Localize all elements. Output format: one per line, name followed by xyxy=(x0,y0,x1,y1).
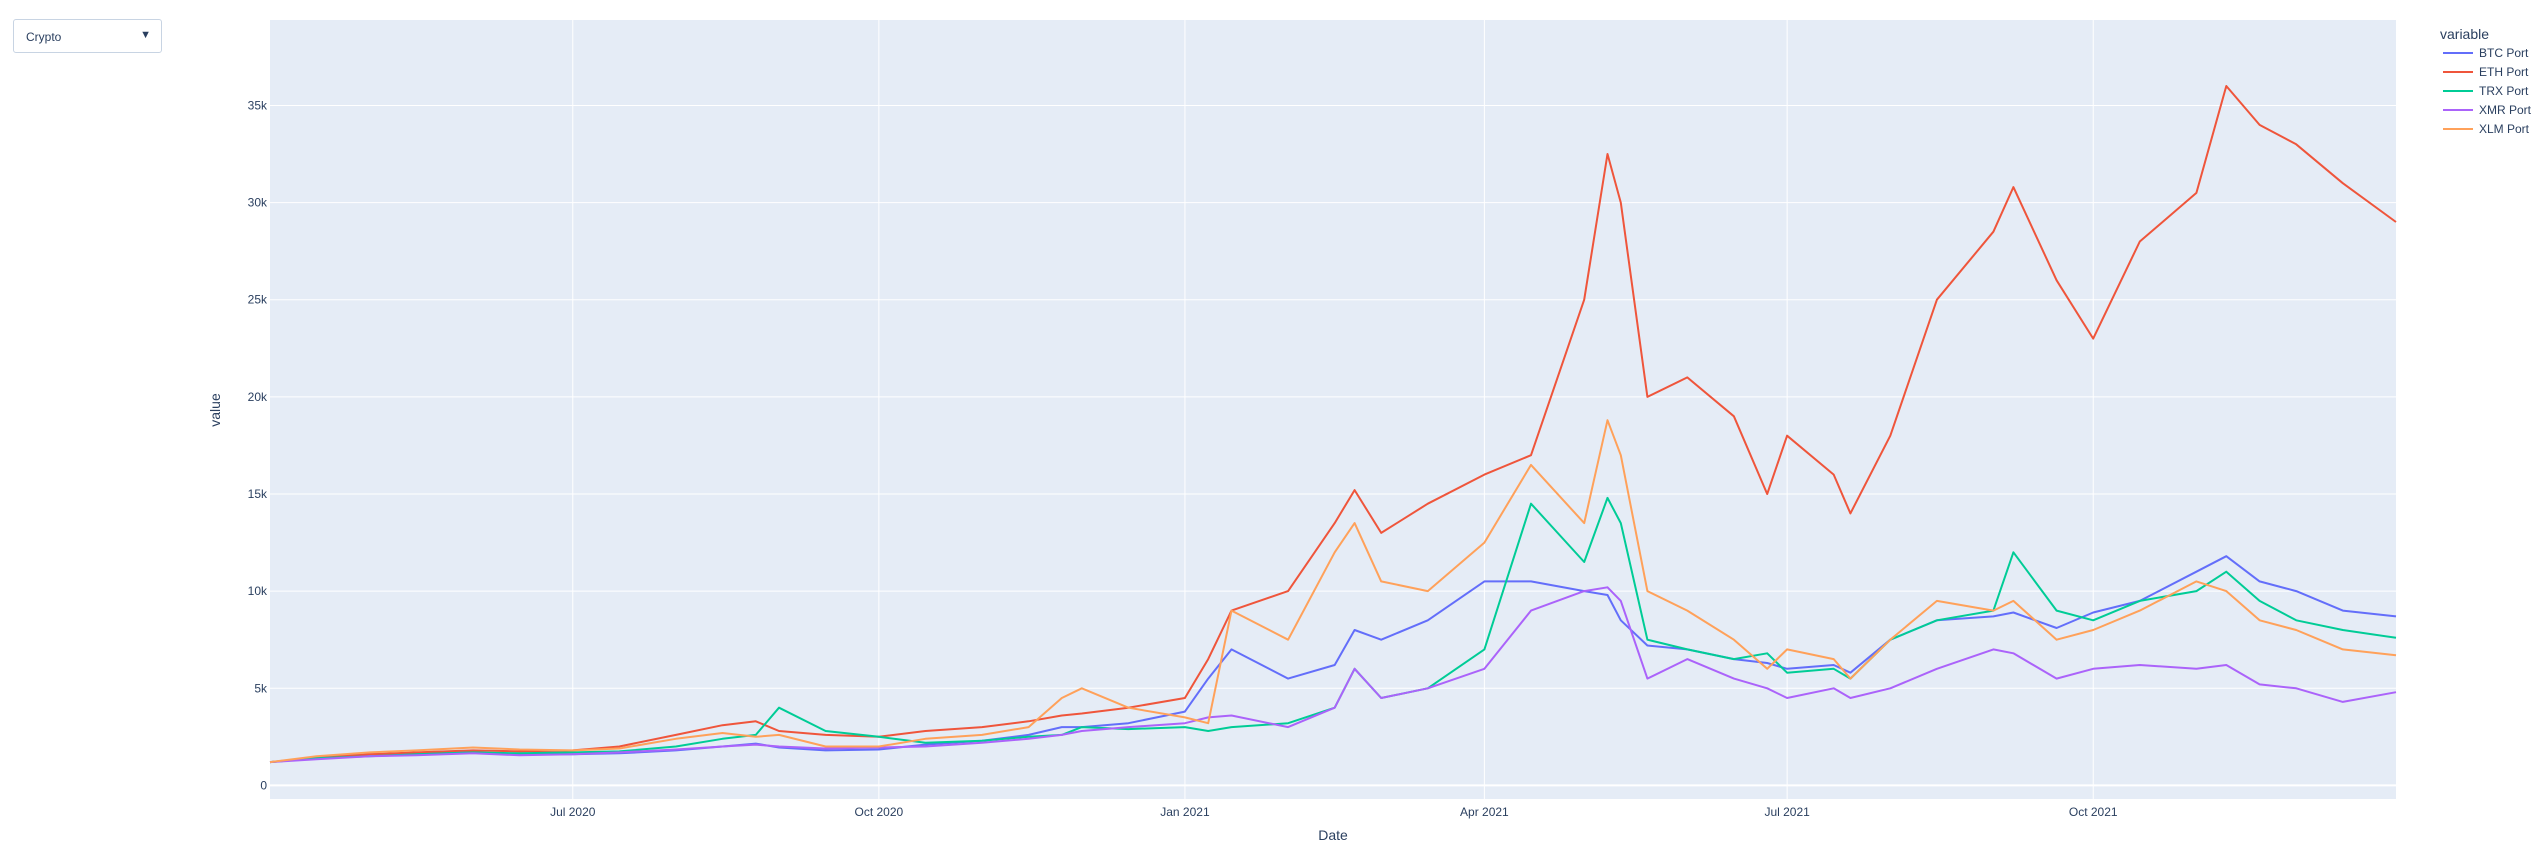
x-tick-label: Jul 2021 xyxy=(1764,805,1810,819)
y-tick-label: 5k xyxy=(254,681,268,695)
y-axis-ticks: 0 5k 10k 15k 20k 25k 30k 35k xyxy=(248,98,268,792)
legend-label: XMR Port xyxy=(2479,103,2532,117)
x-tick-label: Oct 2020 xyxy=(855,805,904,819)
legend-item[interactable]: ETH Port xyxy=(2443,65,2529,79)
legend-label: BTC Port xyxy=(2479,46,2529,60)
x-tick-label: Jul 2020 xyxy=(550,805,596,819)
y-tick-label: 30k xyxy=(248,196,268,210)
legend-label: TRX Port xyxy=(2479,84,2529,98)
x-axis-title: Date xyxy=(1318,827,1348,843)
legend-item[interactable]: BTC Port xyxy=(2443,46,2529,60)
x-tick-label: Oct 2021 xyxy=(2069,805,2118,819)
series-line-xlm-port xyxy=(269,419,2397,764)
series-line-xmr-port xyxy=(269,586,2397,764)
y-tick-label: 25k xyxy=(248,293,268,307)
x-axis-ticks: Jul 2020 Oct 2020 Jan 2021 Apr 2021 Jul 2021… xyxy=(550,805,2118,819)
y-tick-label: 20k xyxy=(248,390,268,404)
y-tick-label: 35k xyxy=(248,98,268,112)
plot-area xyxy=(270,20,2396,799)
y-tick-label: 15k xyxy=(248,487,268,501)
legend-item[interactable]: XLM Port xyxy=(2443,122,2530,136)
y-axis-title: value xyxy=(207,393,223,427)
legend-item[interactable]: XMR Port xyxy=(2443,103,2532,117)
chevron-down-icon: ▼ xyxy=(140,29,151,41)
series-lines xyxy=(269,85,2397,764)
gridlines xyxy=(270,20,2396,799)
y-tick-label: 10k xyxy=(248,584,268,598)
legend-title: variable xyxy=(2440,26,2489,42)
dataset-dropdown[interactable]: Crypto ▼ xyxy=(13,19,162,53)
legend-label: XLM Port xyxy=(2479,122,2530,136)
x-tick-label: Jan 2021 xyxy=(1160,805,1210,819)
legend: BTC Port ETH Port TRX Port XMR Port XLM Port xyxy=(2443,46,2532,136)
legend-label: ETH Port xyxy=(2479,65,2529,79)
series-line-eth-port xyxy=(269,85,2397,764)
y-tick-label: 0 xyxy=(260,778,267,792)
legend-item[interactable]: TRX Port xyxy=(2443,84,2529,98)
x-tick-label: Apr 2021 xyxy=(1460,805,1509,819)
dropdown-selected-value: Crypto xyxy=(26,30,62,44)
